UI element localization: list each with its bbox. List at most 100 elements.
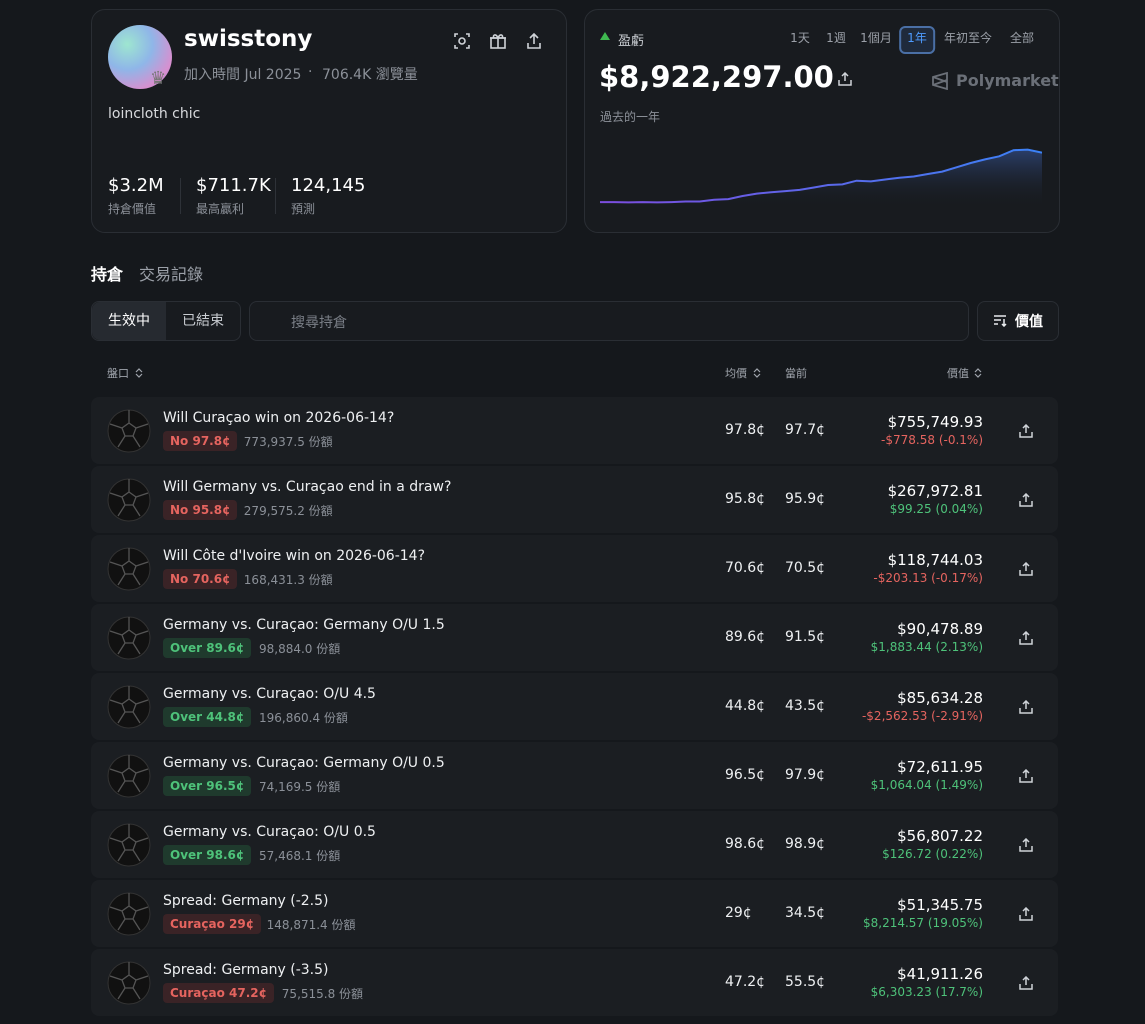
market-icon xyxy=(107,478,151,522)
pnl-line xyxy=(600,148,1042,204)
column-header[interactable]: 盤口 xyxy=(107,367,129,380)
side-badge: Curaçao 47.2¢ xyxy=(163,983,274,1003)
shares: 773,937.5 份額 xyxy=(243,435,333,449)
column-header[interactable]: 均價 xyxy=(725,367,747,380)
share-button[interactable] xyxy=(1019,631,1033,645)
avatar[interactable] xyxy=(108,25,172,89)
pnl-change: $1,883.44 (2.13%) xyxy=(870,640,983,654)
search-box[interactable] xyxy=(249,301,969,341)
market-title: Spread: Germany (-3.5) xyxy=(163,962,329,978)
position-row[interactable] xyxy=(91,811,1058,878)
position-value: $755,749.93 xyxy=(887,413,983,431)
current-price: 97.7¢ xyxy=(785,422,826,438)
position-value: $41,911.26 xyxy=(897,965,983,983)
pnl-change: $8,214.57 (19.05%) xyxy=(862,916,983,930)
stat-divider xyxy=(180,178,181,214)
position-value: $56,807.22 xyxy=(897,827,983,845)
share-button[interactable] xyxy=(1019,769,1033,783)
share-button[interactable] xyxy=(1019,493,1033,507)
side-badge: Curaçao 29¢ xyxy=(163,914,262,934)
filter-active xyxy=(92,302,166,340)
views: 706.4K 瀏覽量 xyxy=(322,67,418,83)
market-title: Germany vs. Curaçao: Germany O/U 1.5 xyxy=(163,617,445,633)
stat-value: 124,145 xyxy=(291,175,366,196)
stat-label: 最高贏利 xyxy=(196,202,245,216)
filter-button[interactable]: 已結束 xyxy=(182,313,224,329)
range-button[interactable]: 1年 xyxy=(899,26,935,54)
side-badge: Over 96.5¢ xyxy=(163,776,252,796)
current-price: 97.9¢ xyxy=(785,767,826,783)
gift-icon[interactable] xyxy=(490,34,506,49)
market-icon xyxy=(107,961,151,1005)
share-button[interactable] xyxy=(1019,838,1033,852)
sort-chevron xyxy=(753,368,761,378)
stat-value: $711.7K xyxy=(196,175,271,196)
share-pnl-icon[interactable] xyxy=(838,72,852,86)
range-button[interactable]: 1週 xyxy=(826,31,846,45)
crown-icon: ♛ xyxy=(150,68,167,89)
current-price: 95.9¢ xyxy=(785,491,826,507)
current-price: 43.5¢ xyxy=(785,698,826,714)
share-button[interactable] xyxy=(1019,562,1033,576)
market-title: Germany vs. Curaçao: O/U 4.5 xyxy=(163,686,376,702)
side-badge: No 95.8¢ xyxy=(163,500,238,520)
sort-box[interactable] xyxy=(977,301,1059,341)
share-button[interactable] xyxy=(1019,907,1033,921)
side-badge: Over 44.8¢ xyxy=(163,707,252,727)
search-placeholder: 搜尋持倉 xyxy=(291,315,347,331)
share-button[interactable] xyxy=(1019,700,1033,714)
share-icon[interactable] xyxy=(527,32,541,49)
sort-label: 價值 xyxy=(1015,314,1043,330)
avg-price: 98.6¢ xyxy=(725,836,766,852)
scan-icon[interactable] xyxy=(454,33,470,49)
position-value: $90,478.89 xyxy=(897,620,983,638)
shares: 74,169.5 份額 xyxy=(259,780,341,794)
pnl-change: $1,064.04 (1.49%) xyxy=(870,778,983,792)
position-row[interactable] xyxy=(91,742,1058,809)
position-row[interactable] xyxy=(91,604,1058,671)
filter-button[interactable]: 生效中 xyxy=(108,313,150,329)
sort-icon xyxy=(994,315,1007,327)
position-row[interactable] xyxy=(91,949,1058,1016)
position-value: $267,972.81 xyxy=(887,482,983,500)
pnl-chart xyxy=(600,148,1042,208)
share-button[interactable] xyxy=(1019,976,1033,990)
pnl-label: 盈虧 xyxy=(618,34,645,49)
side-badge: Over 98.6¢ xyxy=(163,845,252,865)
shares: 279,575.2 份額 xyxy=(243,504,333,518)
position-value: $118,744.03 xyxy=(887,551,983,569)
tab-active[interactable]: 持倉 xyxy=(91,265,124,284)
current-price: 91.5¢ xyxy=(785,629,826,645)
avg-price: 97.8¢ xyxy=(725,422,766,438)
column-header[interactable]: 價值 xyxy=(947,367,969,380)
side-badge: No 70.6¢ xyxy=(163,569,238,589)
current-price: 34.5¢ xyxy=(785,905,826,921)
range-button[interactable]: 年初至今 xyxy=(943,31,993,45)
market-icon xyxy=(107,616,151,660)
shares: 148,871.4 份額 xyxy=(266,918,356,932)
range-button[interactable]: 1個月 xyxy=(860,31,892,45)
joined: 加入時間 Jul 2025 xyxy=(184,67,302,83)
position-row[interactable] xyxy=(91,397,1058,464)
avg-price: 44.8¢ xyxy=(725,698,766,714)
polymarket-logo xyxy=(932,72,948,90)
market-title: Will Curaçao win on 2026-06-14? xyxy=(163,410,395,426)
share-button[interactable] xyxy=(1019,424,1033,438)
position-row[interactable] xyxy=(91,466,1058,533)
pnl-area xyxy=(600,149,1042,208)
position-row[interactable] xyxy=(91,673,1058,740)
range-button[interactable]: 1天 xyxy=(790,31,810,45)
side-badge: Over 89.6¢ xyxy=(163,638,252,658)
market-title: Germany vs. Curaçao: O/U 0.5 xyxy=(163,824,376,840)
tab[interactable]: 交易記錄 xyxy=(139,265,204,284)
brand: Polymarket xyxy=(956,71,1059,90)
shares: 168,431.3 份額 xyxy=(243,573,333,587)
market-icon xyxy=(107,409,151,453)
range-button[interactable]: 全部 xyxy=(1009,31,1035,45)
avg-price: 95.8¢ xyxy=(725,491,766,507)
avg-price: 47.2¢ xyxy=(725,974,766,990)
position-row[interactable] xyxy=(91,535,1058,602)
sort-chevron xyxy=(974,368,982,378)
market-icon xyxy=(107,685,151,729)
position-row[interactable] xyxy=(91,880,1058,947)
